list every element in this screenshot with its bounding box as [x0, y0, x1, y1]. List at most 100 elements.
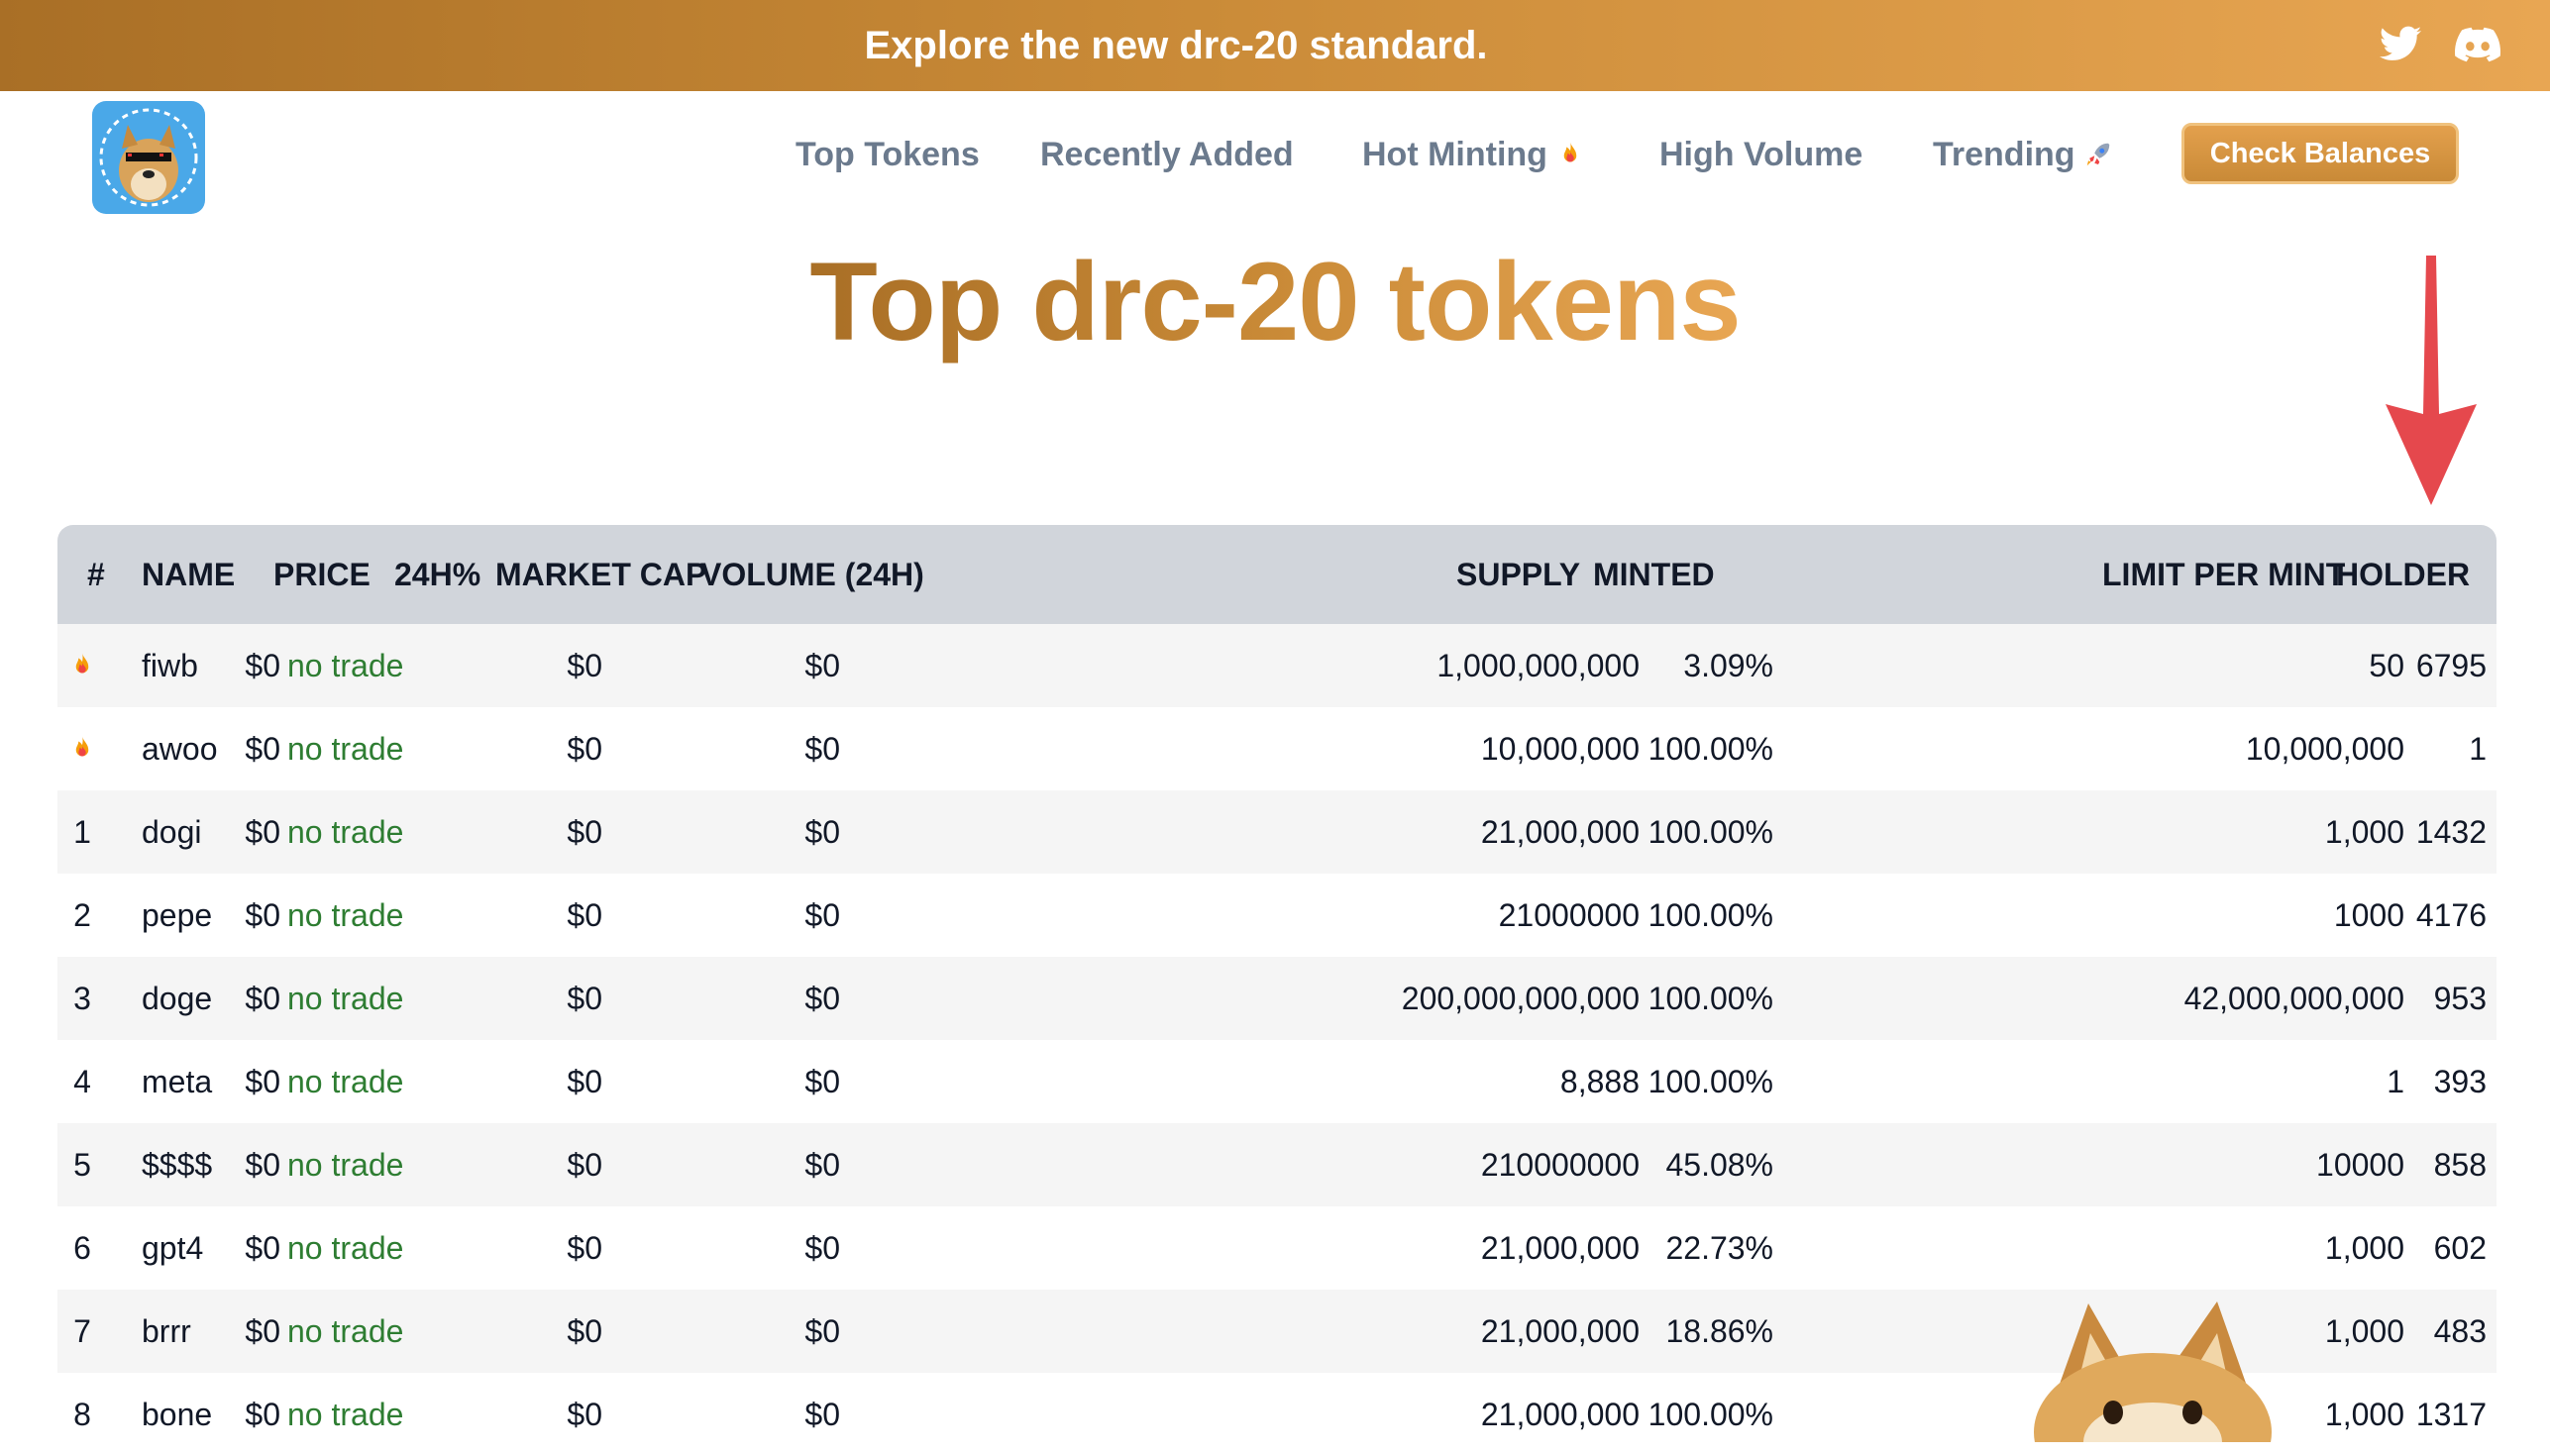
- table-row[interactable]: 3 doge $0 no trade $0 $0 200,000,000,000 100.00…: [57, 957, 2497, 1040]
- cell-price: $0: [245, 897, 280, 933]
- cell-rank: 4: [73, 1064, 91, 1099]
- fire-icon: [75, 653, 89, 674]
- header-rank[interactable]: #: [87, 557, 105, 592]
- cell-holder: 953: [2433, 981, 2487, 1016]
- cell-volume: $0: [804, 1397, 840, 1432]
- cell-supply: 21,000,000: [1480, 1313, 1640, 1349]
- cell-minted: 100.00%: [1647, 1397, 1773, 1432]
- cell-rank: 6: [73, 1230, 91, 1266]
- cell-minted: 100.00%: [1647, 731, 1773, 767]
- header-change[interactable]: 24H%: [394, 557, 481, 592]
- cell-name[interactable]: fiwb: [142, 648, 198, 683]
- table-row[interactable]: 1 dogi $0 no trade $0 $0 21,000,000 100.00% 1,00…: [57, 790, 2497, 874]
- header-supply[interactable]: SUPPLY: [1456, 557, 1581, 592]
- header-minted[interactable]: MINTED: [1593, 557, 1715, 592]
- table-row[interactable]: 6 gpt4 $0 no trade $0 $0 21,000,000 22.73% 1,000…: [57, 1206, 2497, 1290]
- cell-name[interactable]: awoo: [142, 731, 218, 767]
- cell-rank: 7: [73, 1313, 91, 1349]
- cell-price: $0: [245, 731, 280, 767]
- nav-recently-added[interactable]: Recently Added: [1040, 136, 1294, 173]
- cell-rank: [57, 707, 107, 790]
- cell-supply: 210000000: [1480, 1147, 1640, 1183]
- cell-change: no trade: [287, 981, 404, 1016]
- nav-trending[interactable]: Trending: [1933, 124, 2113, 185]
- cell-minted: 45.08%: [1665, 1147, 1773, 1183]
- arrow-down-icon: [2386, 256, 2477, 505]
- cell-price: $0: [245, 814, 280, 850]
- cell-name[interactable]: meta: [142, 1064, 213, 1099]
- fire-icon: [75, 736, 89, 757]
- cell-name[interactable]: dogi: [142, 814, 202, 850]
- cell-rank: 3: [73, 981, 91, 1016]
- cell-holder: 1317: [2415, 1397, 2487, 1432]
- table-row[interactable]: awoo $0 no trade $0 $0 10,000,000 100.00% 10,00…: [57, 707, 2497, 790]
- cell-holder: 483: [2433, 1313, 2487, 1349]
- header-volume[interactable]: VOLUME (24H): [700, 557, 924, 592]
- cell-name[interactable]: brrr: [142, 1313, 191, 1349]
- cell-price: $0: [245, 1147, 280, 1183]
- cell-change: no trade: [287, 1064, 404, 1099]
- cell-supply: 21,000,000: [1480, 1230, 1640, 1266]
- twitter-icon[interactable]: [2376, 22, 2425, 67]
- cell-change: no trade: [287, 897, 404, 933]
- page-title: Top drc-20 tokens: [809, 240, 1741, 364]
- cell-supply: 21,000,000: [1480, 1397, 1640, 1432]
- cell-market-cap: $0: [567, 1397, 602, 1432]
- cell-supply: 8,888: [1559, 1064, 1640, 1099]
- tokens-table: # NAME PRICE 24H% MARKET CAP VOLUME (24H…: [57, 525, 2497, 1456]
- cell-price: $0: [245, 1230, 280, 1266]
- nav-high-volume[interactable]: High Volume: [1659, 136, 1863, 173]
- nav-top-tokens[interactable]: Top Tokens: [796, 136, 980, 173]
- header-price[interactable]: PRICE: [273, 557, 371, 592]
- cell-limit: 10,000,000: [2245, 731, 2404, 767]
- header-limit-per-mint[interactable]: LIMIT PER MINT: [2102, 557, 2346, 592]
- cell-supply: 1,000,000,000: [1436, 648, 1640, 683]
- discord-icon[interactable]: [2453, 22, 2502, 67]
- cell-name[interactable]: $$$$: [142, 1147, 213, 1183]
- table-row[interactable]: fiwb $0 no trade $0 $0 1,000,000,000 3.09% 50 67…: [57, 624, 2497, 707]
- cell-volume: $0: [804, 731, 840, 767]
- check-balances-button[interactable]: Check Balances: [2181, 123, 2459, 184]
- cell-name[interactable]: doge: [142, 981, 213, 1016]
- cell-limit: 1,000: [2324, 814, 2404, 850]
- cell-volume: $0: [804, 1313, 840, 1349]
- cell-limit: 1,000: [2324, 1397, 2404, 1432]
- header-name[interactable]: NAME: [142, 557, 236, 592]
- cell-price: $0: [245, 1397, 280, 1432]
- cell-market-cap: $0: [567, 1230, 602, 1266]
- cell-market-cap: $0: [567, 648, 602, 683]
- doge-labs-logo[interactable]: [92, 101, 205, 214]
- cell-volume: $0: [804, 1147, 840, 1183]
- table-header: # NAME PRICE 24H% MARKET CAP VOLUME (24H…: [57, 525, 2497, 624]
- cell-price: $0: [245, 1313, 280, 1349]
- table-row[interactable]: 4 meta $0 no trade $0 $0 8,888 100.00% 1 393: [57, 1040, 2497, 1123]
- cell-minted: 3.09%: [1683, 648, 1773, 683]
- cell-limit: 42,000,000,000: [2183, 981, 2404, 1016]
- cell-price: $0: [245, 1064, 280, 1099]
- cell-price: $0: [245, 648, 280, 683]
- cell-holder: 6795: [2415, 648, 2487, 683]
- cell-name[interactable]: gpt4: [142, 1230, 204, 1266]
- cell-name[interactable]: bone: [142, 1397, 213, 1432]
- cell-minted: 100.00%: [1647, 981, 1773, 1016]
- nav-hot-minting[interactable]: Hot Minting: [1362, 124, 1585, 185]
- fire-icon: [1563, 142, 1577, 162]
- cell-limit: 50: [2369, 648, 2404, 683]
- cell-volume: $0: [804, 981, 840, 1016]
- cell-minted: 100.00%: [1647, 1064, 1773, 1099]
- cell-change: no trade: [287, 814, 404, 850]
- cell-minted: 100.00%: [1647, 814, 1773, 850]
- table-row[interactable]: 5 $$$$ $0 no trade $0 $0 210000000 45.08% 10000 8…: [57, 1123, 2497, 1206]
- table-row[interactable]: 2 pepe $0 no trade $0 $0 21000000 100.00% 1000 41…: [57, 874, 2497, 957]
- table-body: fiwb $0 no trade $0 $0 1,000,000,000 3.09% 50 67…: [57, 624, 2497, 1456]
- cell-name[interactable]: pepe: [142, 897, 213, 933]
- cell-volume: $0: [804, 1230, 840, 1266]
- cell-rank: 2: [73, 897, 91, 933]
- cell-change: no trade: [287, 648, 404, 683]
- header-holder[interactable]: HOLDER: [2336, 557, 2471, 592]
- cell-market-cap: $0: [567, 1313, 602, 1349]
- cell-limit: 10000: [2316, 1147, 2404, 1183]
- header-market-cap[interactable]: MARKET CAP: [495, 557, 707, 592]
- cell-change: no trade: [287, 1313, 404, 1349]
- cell-change: no trade: [287, 1397, 404, 1432]
